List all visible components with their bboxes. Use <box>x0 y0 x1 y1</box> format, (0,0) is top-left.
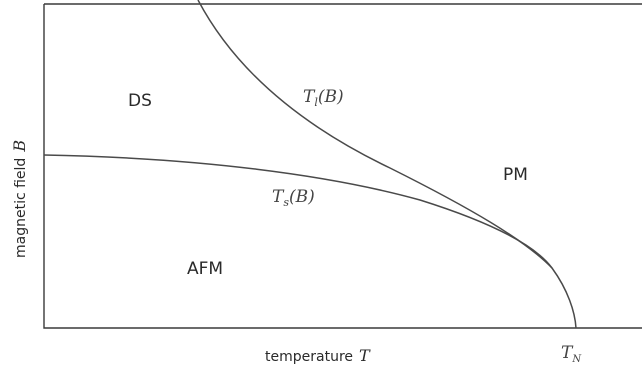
upper-curve-symbol: T <box>303 87 316 107</box>
y-axis-label: magnetic field B <box>10 140 29 258</box>
lower-curve-subscript: s <box>283 196 289 209</box>
neel-temperature-label: TN <box>561 343 582 365</box>
x-axis-label-text: temperature <box>265 349 353 365</box>
plot-frame <box>43 3 642 329</box>
lower-curve-argument: (B) <box>289 187 315 207</box>
upper-boundary-curve <box>197 0 577 329</box>
region-label-afm: AFM <box>187 259 223 279</box>
y-axis-label-text: magnetic field <box>13 158 29 258</box>
x-axis-label: temperature T <box>265 346 371 365</box>
region-label-ds: DS <box>128 91 152 111</box>
region-label-pm: PM <box>503 165 528 185</box>
upper-curve-subscript: l <box>314 96 318 109</box>
neel-temperature-symbol: T <box>561 343 574 363</box>
x-axis-label-symbol: T <box>359 346 371 365</box>
lower-curve-label: Ts(B) <box>272 187 315 209</box>
lower-curve-symbol: T <box>272 187 285 207</box>
neel-temperature-subscript: N <box>571 354 582 365</box>
upper-curve-argument: (B) <box>318 87 344 107</box>
lower-boundary-curve <box>43 154 553 269</box>
y-axis-label-symbol: B <box>10 140 29 153</box>
upper-curve-label: Tl(B) <box>303 87 344 109</box>
